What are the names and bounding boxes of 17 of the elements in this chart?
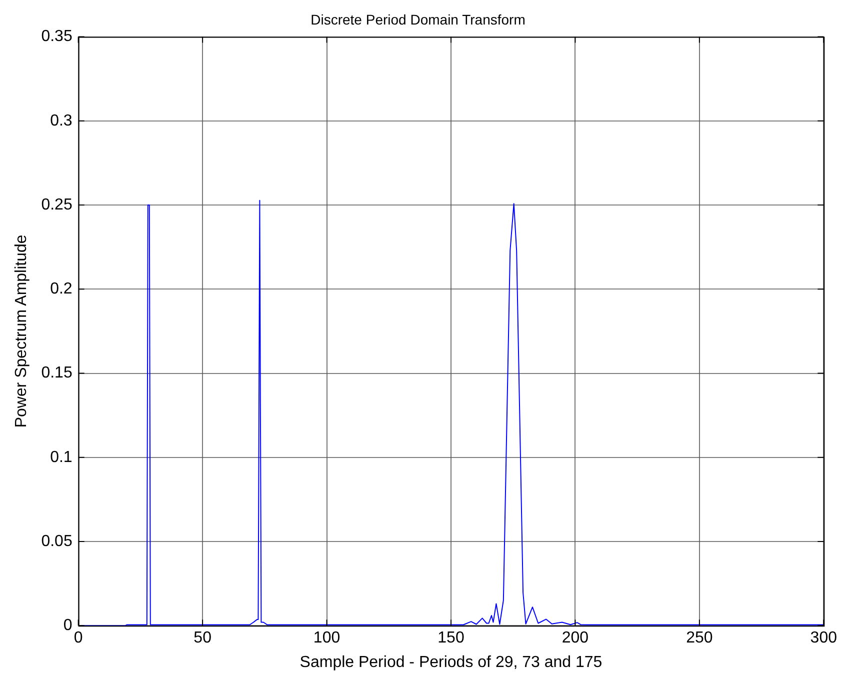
x-tick-label: 250 — [686, 630, 713, 647]
x-tick-label: 100 — [313, 630, 340, 647]
x-tick-label: 50 — [194, 630, 212, 647]
y-tick-label: 0.3 — [50, 112, 72, 130]
y-tick-label: 0.05 — [41, 532, 72, 550]
y-tick-label: 0.35 — [41, 28, 72, 46]
x-tick-label: 200 — [562, 630, 589, 647]
y-tick-label: 0.2 — [50, 280, 72, 298]
x-axis-title: Sample Period - Periods of 29, 73 and 175 — [300, 654, 602, 671]
y-axis-title: Power Spectrum Amplitude — [13, 234, 30, 428]
y-tick-label: 0.15 — [41, 364, 72, 382]
x-tick-label: 150 — [438, 630, 464, 647]
y-tick-label: 0 — [63, 617, 72, 634]
x-tick-label: 300 — [810, 630, 838, 647]
y-tick-label: 0.25 — [41, 196, 72, 214]
y-tick-label: 0.1 — [50, 448, 72, 466]
chart-title: Discrete Period Domain Transform — [310, 11, 526, 28]
